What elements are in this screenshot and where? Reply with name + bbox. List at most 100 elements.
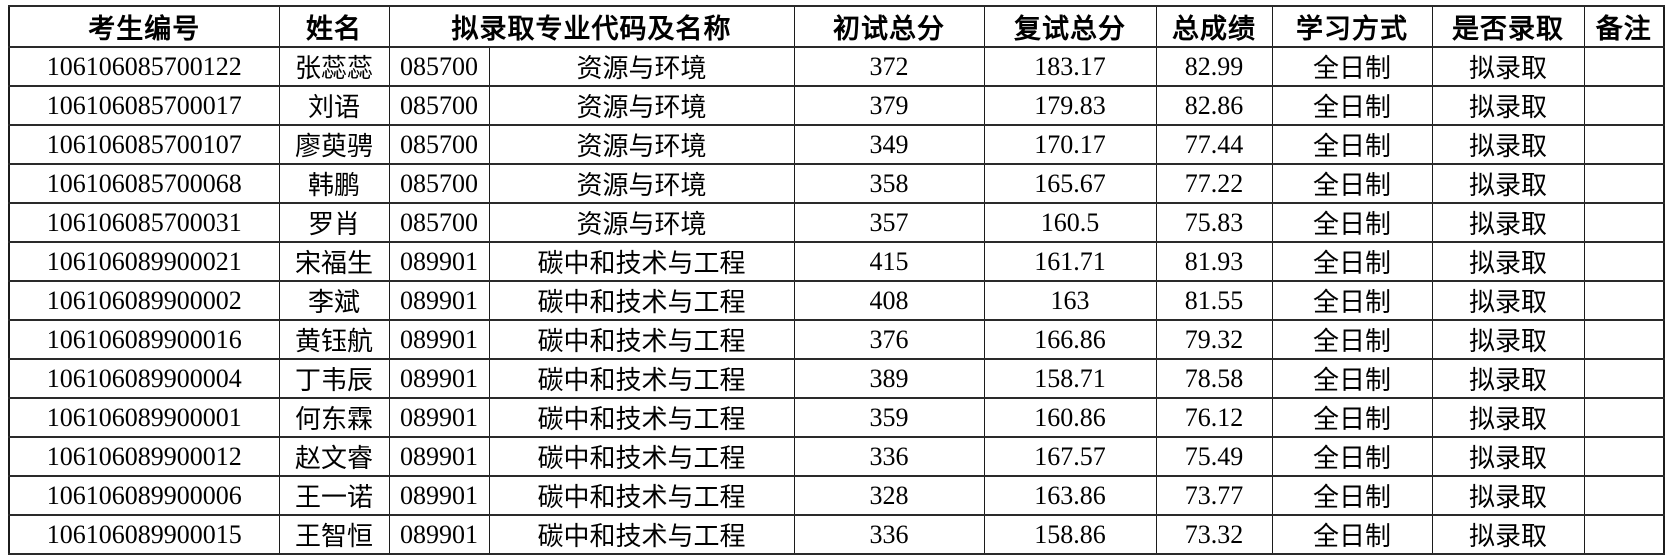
cell-remark — [1583, 124, 1665, 165]
cell-major-name: 碳中和技术与工程 — [488, 241, 795, 282]
col-header-initial-total: 初试总分 — [793, 5, 985, 48]
col-header-major: 拟录取专业代码及名称 — [388, 5, 795, 48]
table-row: 106106085700107 廖萸骋 085700 资源与环境 349 170.17 77… — [8, 124, 1665, 165]
cell-name: 丁韦辰 — [278, 358, 390, 399]
cell-retest-total: 167.57 — [983, 436, 1157, 477]
cell-total-score: 78.58 — [1155, 358, 1273, 399]
cell-admitted: 拟录取 — [1431, 397, 1585, 438]
cell-major-name: 资源与环境 — [488, 163, 795, 204]
table-row: 106106089900016 黄钰航 089901 碳中和技术与工程 376 166.8… — [8, 319, 1665, 360]
cell-retest-total: 160.86 — [983, 397, 1157, 438]
cell-admitted: 拟录取 — [1431, 514, 1585, 555]
cell-total-score: 76.12 — [1155, 397, 1273, 438]
cell-candidate-id: 106106085700107 — [8, 124, 280, 165]
cell-total-score: 75.49 — [1155, 436, 1273, 477]
cell-remark — [1583, 202, 1665, 243]
cell-initial-total: 349 — [793, 124, 985, 165]
cell-retest-total: 158.86 — [983, 514, 1157, 555]
cell-major-code: 089901 — [388, 397, 490, 438]
cell-retest-total: 163 — [983, 280, 1157, 321]
table-body: 106106085700122 张蕊蕊 085700 资源与环境 372 183.17 82… — [8, 46, 1665, 555]
cell-remark — [1583, 436, 1665, 477]
cell-remark — [1583, 163, 1665, 204]
cell-candidate-id: 106106089900001 — [8, 397, 280, 438]
cell-candidate-id: 106106089900002 — [8, 280, 280, 321]
cell-total-score: 75.83 — [1155, 202, 1273, 243]
cell-study-mode: 全日制 — [1271, 85, 1433, 126]
cell-admitted: 拟录取 — [1431, 358, 1585, 399]
cell-initial-total: 408 — [793, 280, 985, 321]
cell-name: 赵文睿 — [278, 436, 390, 477]
cell-major-name: 资源与环境 — [488, 202, 795, 243]
cell-retest-total: 170.17 — [983, 124, 1157, 165]
cell-retest-total: 165.67 — [983, 163, 1157, 204]
cell-remark — [1583, 241, 1665, 282]
cell-candidate-id: 106106085700017 — [8, 85, 280, 126]
cell-name: 韩鹏 — [278, 163, 390, 204]
cell-name: 王智恒 — [278, 514, 390, 555]
cell-major-code: 089901 — [388, 358, 490, 399]
cell-candidate-id: 106106089900006 — [8, 475, 280, 516]
cell-study-mode: 全日制 — [1271, 436, 1433, 477]
cell-study-mode: 全日制 — [1271, 124, 1433, 165]
cell-total-score: 77.22 — [1155, 163, 1273, 204]
cell-major-code: 089901 — [388, 514, 490, 555]
cell-name: 李斌 — [278, 280, 390, 321]
cell-total-score: 79.32 — [1155, 319, 1273, 360]
col-header-study-mode: 学习方式 — [1271, 5, 1433, 48]
cell-retest-total: 183.17 — [983, 46, 1157, 87]
cell-candidate-id: 106106085700068 — [8, 163, 280, 204]
cell-major-name: 资源与环境 — [488, 46, 795, 87]
cell-study-mode: 全日制 — [1271, 358, 1433, 399]
cell-study-mode: 全日制 — [1271, 163, 1433, 204]
cell-major-code: 089901 — [388, 280, 490, 321]
table-row: 106106089900015 王智恒 089901 碳中和技术与工程 336 158.8… — [8, 514, 1665, 555]
admission-table: 考生编号 姓名 拟录取专业代码及名称 初试总分 复试总分 总成绩 学习方式 是否… — [8, 5, 1665, 555]
cell-major-name: 碳中和技术与工程 — [488, 436, 795, 477]
cell-name: 罗肖 — [278, 202, 390, 243]
cell-major-code: 089901 — [388, 475, 490, 516]
col-header-name: 姓名 — [278, 5, 390, 48]
cell-study-mode: 全日制 — [1271, 280, 1433, 321]
cell-remark — [1583, 85, 1665, 126]
cell-major-name: 资源与环境 — [488, 124, 795, 165]
cell-major-name: 碳中和技术与工程 — [488, 514, 795, 555]
cell-total-score: 73.77 — [1155, 475, 1273, 516]
cell-candidate-id: 106106089900021 — [8, 241, 280, 282]
cell-major-code: 085700 — [388, 163, 490, 204]
table-row: 106106089900012 赵文睿 089901 碳中和技术与工程 336 167.5… — [8, 436, 1665, 477]
cell-remark — [1583, 358, 1665, 399]
cell-admitted: 拟录取 — [1431, 475, 1585, 516]
cell-initial-total: 379 — [793, 85, 985, 126]
cell-candidate-id: 106106085700122 — [8, 46, 280, 87]
cell-major-name: 碳中和技术与工程 — [488, 280, 795, 321]
cell-total-score: 81.55 — [1155, 280, 1273, 321]
cell-total-score: 82.86 — [1155, 85, 1273, 126]
cell-remark — [1583, 280, 1665, 321]
cell-major-code: 085700 — [388, 124, 490, 165]
cell-major-name: 碳中和技术与工程 — [488, 397, 795, 438]
cell-major-name: 碳中和技术与工程 — [488, 319, 795, 360]
col-header-candidate-id: 考生编号 — [8, 5, 280, 48]
cell-major-code: 089901 — [388, 319, 490, 360]
table-row: 106106089900002 李斌 089901 碳中和技术与工程 408 163 81.… — [8, 280, 1665, 321]
cell-remark — [1583, 514, 1665, 555]
cell-retest-total: 158.71 — [983, 358, 1157, 399]
col-header-total-score: 总成绩 — [1155, 5, 1273, 48]
cell-retest-total: 163.86 — [983, 475, 1157, 516]
cell-admitted: 拟录取 — [1431, 436, 1585, 477]
cell-retest-total: 161.71 — [983, 241, 1157, 282]
table-row: 106106085700122 张蕊蕊 085700 资源与环境 372 183.17 82… — [8, 46, 1665, 87]
cell-candidate-id: 106106089900015 — [8, 514, 280, 555]
table-row: 106106089900006 王一诺 089901 碳中和技术与工程 328 163.8… — [8, 475, 1665, 516]
cell-study-mode: 全日制 — [1271, 241, 1433, 282]
cell-major-name: 碳中和技术与工程 — [488, 475, 795, 516]
cell-candidate-id: 106106089900012 — [8, 436, 280, 477]
cell-candidate-id: 106106089900016 — [8, 319, 280, 360]
cell-candidate-id: 106106089900004 — [8, 358, 280, 399]
table-row: 106106085700017 刘语 085700 资源与环境 379 179.83 82.… — [8, 85, 1665, 126]
cell-initial-total: 376 — [793, 319, 985, 360]
cell-initial-total: 336 — [793, 514, 985, 555]
cell-initial-total: 372 — [793, 46, 985, 87]
